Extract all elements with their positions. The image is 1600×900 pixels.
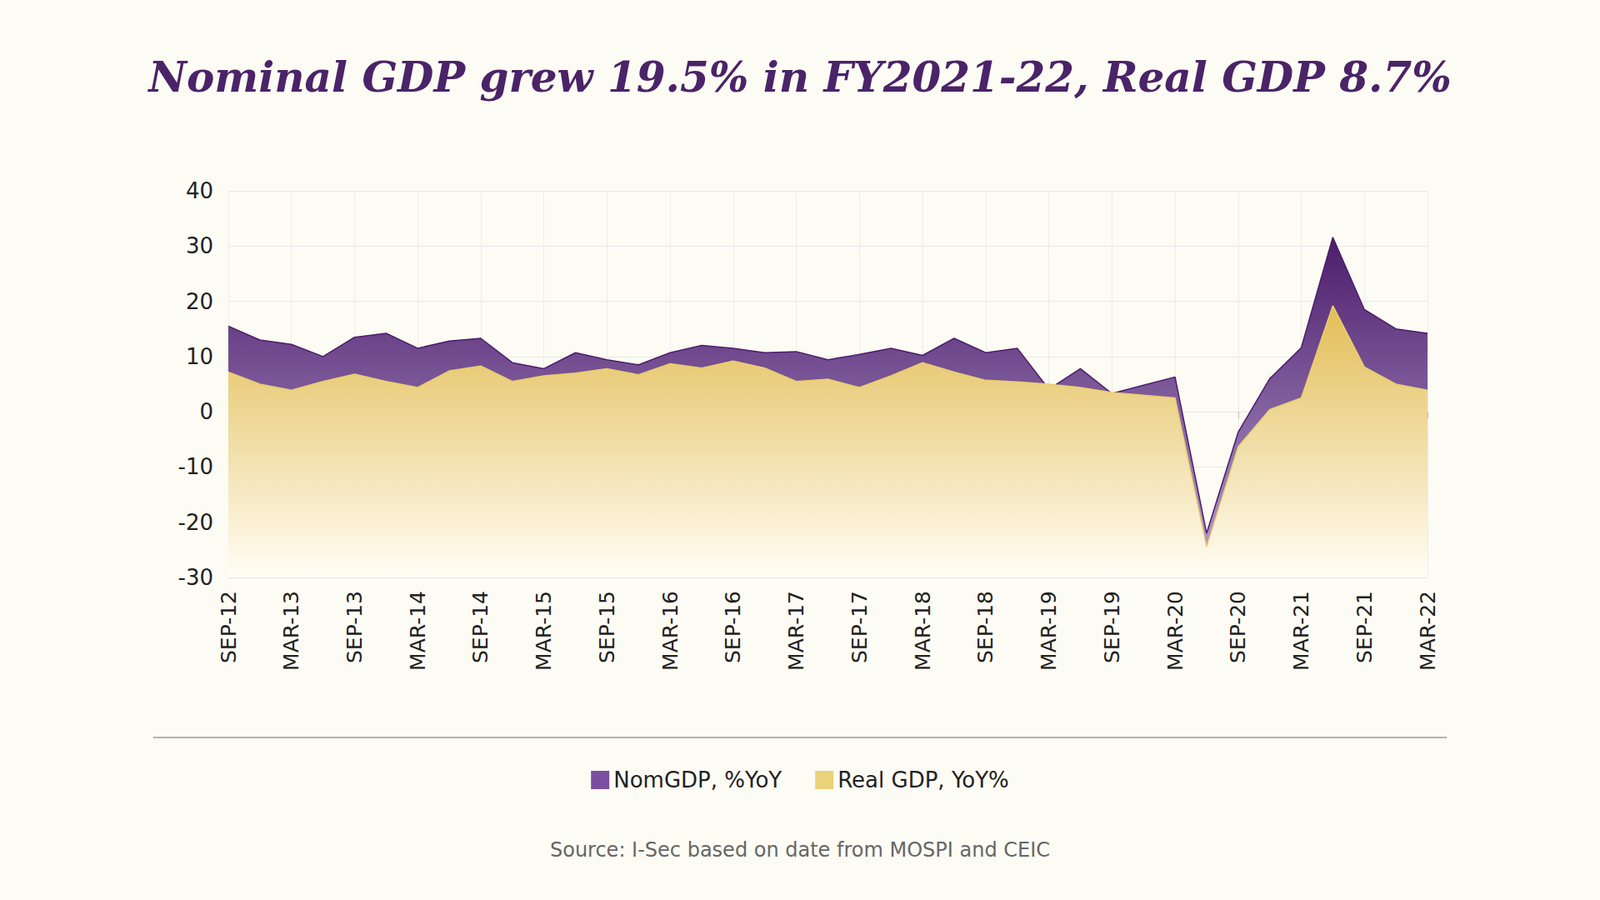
svg-text:30: 30: [185, 233, 214, 259]
svg-text:SEP-15: SEP-15: [595, 590, 620, 664]
svg-text:MAR-16: MAR-16: [658, 590, 683, 671]
svg-text:-20: -20: [178, 510, 214, 535]
svg-text:40: 40: [185, 178, 214, 204]
svg-text:20: 20: [185, 289, 214, 315]
svg-text:Source: I-Sec based on date fr: Source: I-Sec based on date from MOSPI a…: [550, 838, 1050, 862]
svg-text:10: 10: [185, 344, 214, 370]
svg-text:Real GDP, YoY%: Real GDP, YoY%: [837, 767, 1010, 793]
svg-text:0: 0: [199, 399, 214, 425]
svg-text:MAR-18: MAR-18: [910, 590, 935, 671]
svg-text:NomGDP, %YoY: NomGDP, %YoY: [613, 767, 782, 793]
svg-text:MAR-15: MAR-15: [531, 590, 556, 671]
svg-text:SEP-12: SEP-12: [216, 590, 241, 664]
svg-text:MAR-21: MAR-21: [1289, 590, 1314, 671]
svg-text:MAR-17: MAR-17: [784, 590, 809, 671]
svg-text:MAR-22: MAR-22: [1415, 590, 1440, 671]
svg-text:-10: -10: [178, 454, 214, 480]
svg-text:MAR-14: MAR-14: [405, 590, 430, 671]
svg-text:SEP-17: SEP-17: [847, 590, 872, 664]
svg-text:MAR-20: MAR-20: [1163, 590, 1188, 671]
svg-text:SEP-20: SEP-20: [1225, 590, 1250, 664]
svg-text:SEP-18: SEP-18: [973, 590, 998, 664]
svg-text:SEP-16: SEP-16: [720, 590, 745, 664]
svg-text:-30: -30: [178, 565, 214, 590]
svg-text:MAR-13: MAR-13: [279, 590, 304, 671]
svg-text:SEP-13: SEP-13: [342, 590, 367, 664]
svg-text:SEP-14: SEP-14: [468, 590, 493, 664]
svg-text:SEP-19: SEP-19: [1100, 590, 1125, 664]
svg-text:SEP-21: SEP-21: [1352, 590, 1377, 664]
svg-text:Nominal GDP grew 19.5% in FY20: Nominal GDP grew 19.5% in FY2021-22, Rea…: [146, 52, 1451, 102]
svg-text:MAR-19: MAR-19: [1036, 590, 1061, 671]
